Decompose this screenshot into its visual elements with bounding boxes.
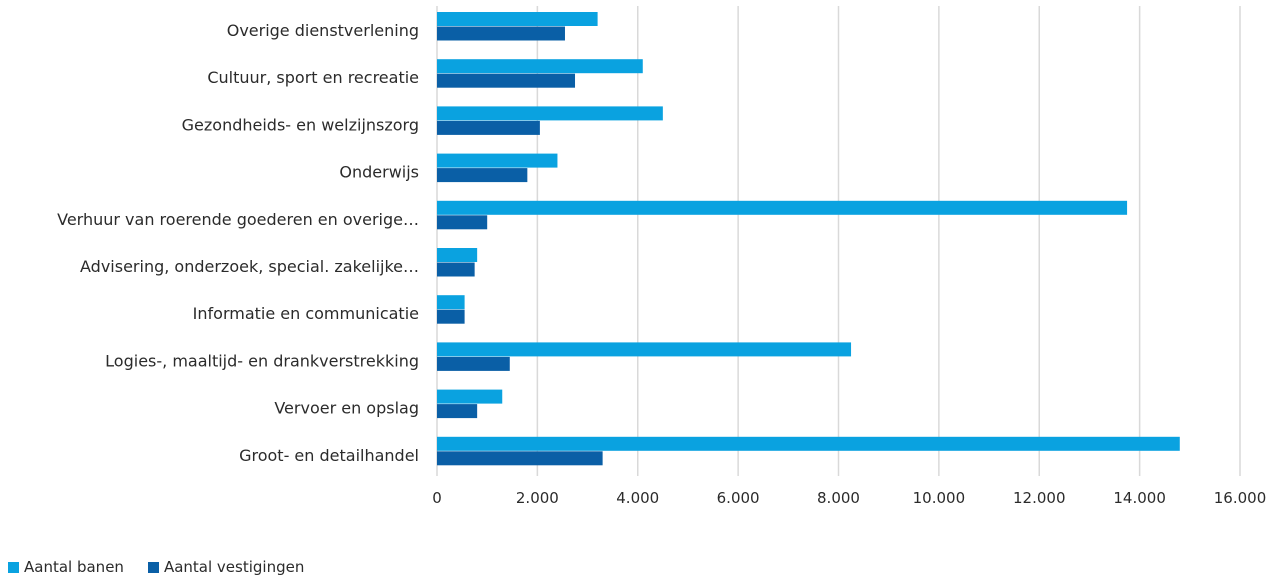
category-labels: Overige dienstverlening Cultuur, sport en… (57, 21, 419, 465)
bar-aantal-banen (437, 200, 1128, 215)
category-label: Informatie en communicatie (193, 304, 419, 323)
bar-aantal-vestigingen (437, 451, 603, 466)
x-tick-label: 12.000 (1013, 489, 1066, 507)
category-label: Verhuur van roerende goederen en overige… (57, 210, 419, 229)
legend-swatch-vestigingen (147, 561, 159, 573)
category-label: Groot- en detailhandel (239, 446, 419, 465)
bar-aantal-banen (437, 153, 558, 168)
bar-aantal-banen (437, 389, 503, 404)
bar-chart: Overige dienstverlening Cultuur, sport en… (57, 6, 1266, 507)
bar-aantal-banen (437, 59, 643, 74)
legend: Aantal banen Aantal vestigingen (8, 558, 328, 576)
bar-aantal-banen (437, 106, 663, 121)
bar-aantal-vestigingen (437, 26, 565, 41)
x-tick-label: 2.000 (516, 489, 559, 507)
x-axis-tick-labels: 0 2.000 4.000 6.000 8.000 10.000 12.000 14.000 1… (432, 489, 1266, 507)
bar-aantal-banen (437, 436, 1180, 451)
legend-item-vestigingen: Aantal vestigingen (147, 558, 305, 576)
x-tick-label: 4.000 (616, 489, 659, 507)
bar-aantal-vestigingen (437, 73, 576, 88)
x-tick-label: 14.000 (1113, 489, 1166, 507)
category-label: Logies-, maaltijd- en drankverstrekking (105, 351, 419, 370)
bars (437, 12, 1180, 466)
legend-label-banen: Aantal banen (24, 558, 124, 576)
category-label: Vervoer en opslag (274, 399, 419, 418)
bar-aantal-vestigingen (437, 120, 540, 135)
category-label: Onderwijs (339, 163, 419, 182)
x-tick-label: 8.000 (817, 489, 860, 507)
category-label: Gezondheids- en welzijnszorg (182, 115, 419, 134)
category-label: Cultuur, sport en recreatie (207, 68, 419, 87)
bar-aantal-vestigingen (437, 404, 478, 419)
x-tick-label: 10.000 (913, 489, 966, 507)
bar-aantal-vestigingen (437, 356, 510, 371)
bar-aantal-vestigingen (437, 215, 488, 230)
bar-aantal-vestigingen (437, 168, 528, 183)
category-label: Advisering, onderzoek, special. zakelijk… (80, 257, 419, 276)
x-tick-label: 16.000 (1214, 489, 1267, 507)
legend-swatch-banen (8, 561, 19, 573)
bar-aantal-banen (437, 248, 478, 262)
bar-aantal-banen (437, 295, 465, 310)
legend-label-vestigingen: Aantal vestigingen (163, 558, 305, 576)
bar-aantal-vestigingen (437, 262, 475, 277)
legend-item-banen: Aantal banen (8, 558, 124, 576)
x-tick-label: 0 (432, 489, 442, 507)
bar-aantal-banen (437, 12, 598, 26)
bar-aantal-vestigingen (437, 309, 465, 324)
bar-aantal-banen (437, 342, 852, 357)
category-label: Overige dienstverlening (227, 21, 419, 40)
x-tick-label: 6.000 (717, 489, 760, 507)
